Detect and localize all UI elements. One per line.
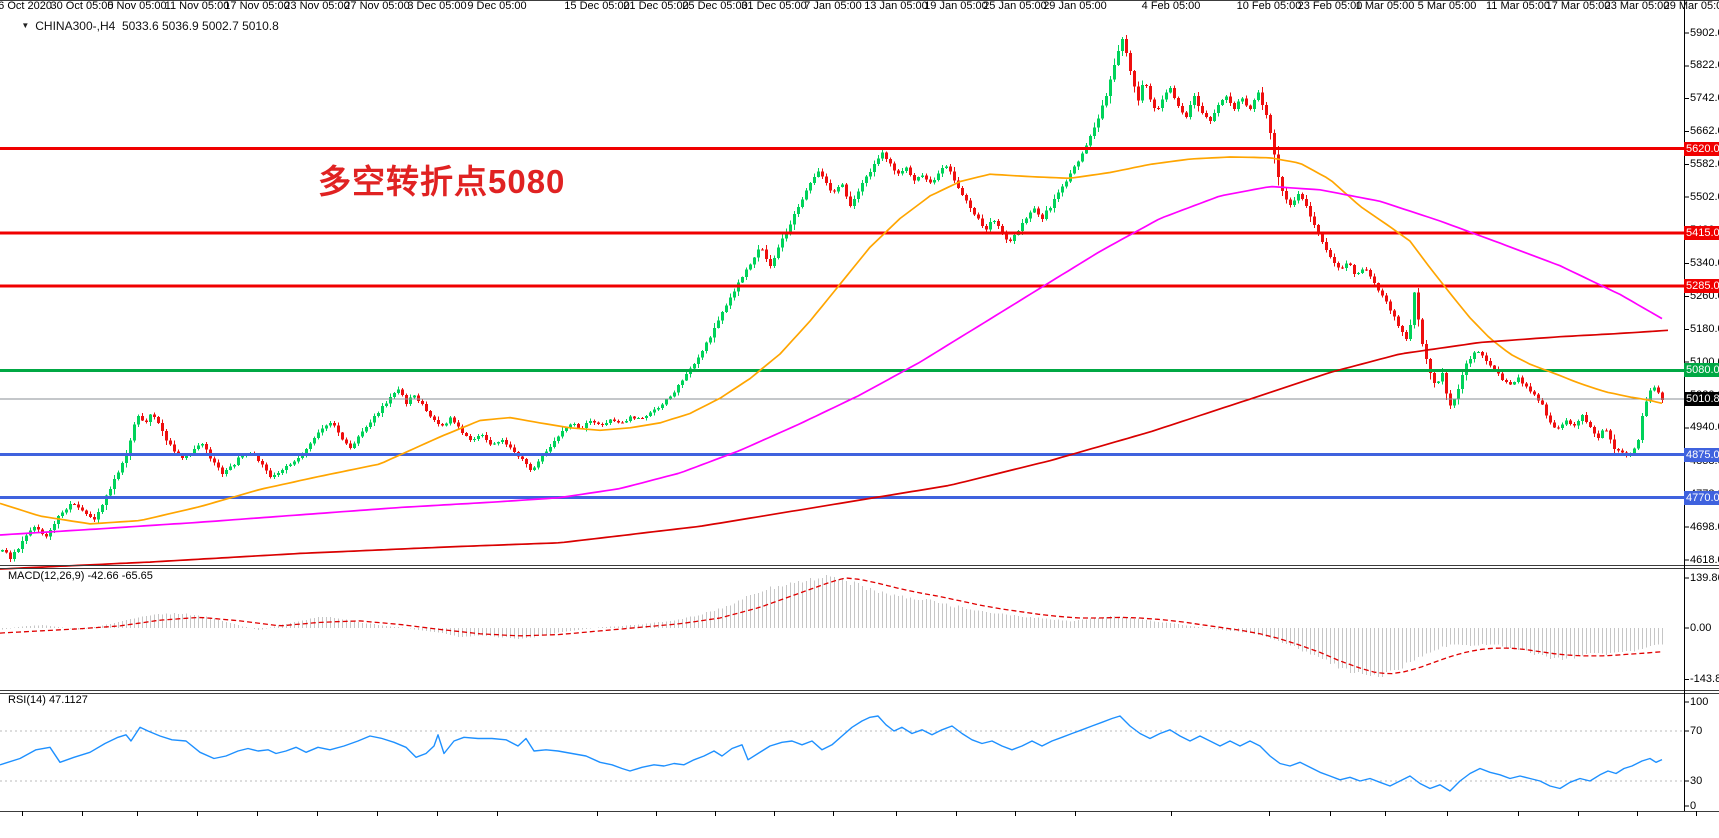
time-axis-label: 17 Mar 05:00: [1545, 0, 1611, 12]
macd-indicator-label: MACD(12,26,9) -42.66 -65.65: [8, 570, 153, 582]
time-axis-label: 30 Oct 05:00: [50, 0, 114, 12]
price-level-tag-5415.0: 5415.0: [1684, 225, 1719, 240]
rsi-axis-label: 30: [1690, 774, 1703, 787]
chart-annotation: 多空转折点5080: [318, 163, 566, 200]
price-level-tag-4770.0: 4770.0: [1684, 490, 1719, 505]
price-axis-label: 5582.0: [1690, 157, 1719, 170]
price-axis-label: 5180.0: [1690, 322, 1719, 335]
price-axis-label: 5662.0: [1690, 125, 1719, 137]
moving-averages: [0, 156, 1669, 570]
ma-fast: [0, 156, 1663, 525]
rsi-pane: [0, 715, 1684, 792]
rsi-line: [0, 715, 1663, 792]
time-axis-label: 23 Mar 05:00: [1604, 0, 1670, 12]
macd-axis-label: 0.00: [1690, 621, 1712, 634]
price-axis-label: 4940.0: [1690, 421, 1719, 434]
macd-axis-label: 139.86: [1690, 571, 1719, 584]
price-level-tag-5620.0: 5620.0: [1684, 141, 1719, 156]
price-axis-label: 5340.0: [1690, 257, 1719, 270]
candlestick-series: [1, 35, 1664, 562]
time-axis-label: 23 Nov 05:00: [284, 0, 350, 12]
price-level-tag-4875.0: 4875.0: [1684, 447, 1719, 462]
time-axis-label: 15 Dec 05:00: [564, 0, 630, 12]
rsi-axis-label: 0: [1690, 799, 1697, 812]
price-axis-label: 5822.0: [1690, 59, 1719, 72]
price-axis-label: 5502.0: [1690, 190, 1719, 203]
time-axis-label: 3 Dec 05:00: [407, 0, 467, 12]
time-axis-label: 13 Jan 05:00: [864, 0, 928, 12]
time-axis-label: 11 Nov 05:00: [164, 0, 230, 12]
price-axis-label: 4618.0: [1690, 553, 1719, 566]
time-axis-label: 25 Dec 05:00: [682, 0, 748, 12]
ma-mid: [0, 185, 1663, 536]
rsi-indicator-label: RSI(14) 47.1127: [8, 694, 88, 706]
time-axis-label: 1 Mar 05:00: [1355, 0, 1415, 12]
time-axis-label: 31 Dec 05:00: [741, 0, 807, 12]
current-price-tag: 5010.8: [1684, 391, 1719, 406]
time-axis-label: 29 Mar 05:00: [1663, 0, 1719, 12]
rsi-axis-label: 100: [1690, 695, 1709, 708]
time-axis-label: 23 Feb 05:00: [1297, 0, 1363, 12]
time-axis-label: 29 Jan 05:00: [1043, 0, 1107, 12]
time-axis-label: 25 Jan 05:00: [983, 0, 1047, 12]
time-axis-label: 10 Feb 05:00: [1236, 0, 1302, 12]
time-axis-label: 5 Nov 05:00: [107, 0, 167, 12]
time-axis-label: 7 Jan 05:00: [804, 0, 862, 12]
macd-pane: [0, 575, 1663, 678]
price-axis-label: 4698.0: [1690, 520, 1719, 533]
ma-slow: [0, 329, 1669, 570]
chart-title: ▼ CHINA300-,H4 5033.6 5036.9 5002.7 5010.…: [8, 5, 279, 47]
time-axis-label: 19 Jan 05:00: [924, 0, 988, 12]
rsi-axis-label: 70: [1690, 724, 1703, 737]
price-level-tag-5080.0: 5080.0: [1684, 363, 1719, 378]
horizontal-level-lines[interactable]: [0, 147, 1684, 500]
time-axis-label: 17 Nov 05:00: [224, 0, 290, 12]
price-axis-label: 5902.0: [1690, 26, 1719, 39]
chart-chrome: [0, 0, 1719, 816]
time-axis-label: 4 Feb 05:00: [1141, 0, 1201, 12]
price-axis-label: 5742.0: [1690, 92, 1719, 105]
time-axis-label: 11 Mar 05:00: [1485, 0, 1550, 12]
macd-axis-label: -143.82: [1690, 673, 1719, 685]
time-axis-label: 5 Mar 05:00: [1417, 0, 1477, 12]
symbol-dropdown-icon[interactable]: ▼: [21, 21, 30, 30]
symbol-ohlc-title: CHINA300-,H4 5033.6 5036.9 5002.7 5010.8: [35, 19, 279, 33]
price-level-tag-5285.0: 5285.0: [1684, 279, 1719, 294]
time-axis-label: 21 Dec 05:00: [623, 0, 689, 12]
time-axis-label: 26 Oct 2020: [0, 0, 52, 12]
time-axis-label: 9 Dec 05:00: [467, 0, 527, 12]
time-axis-label: 27 Nov 05:00: [344, 0, 410, 12]
